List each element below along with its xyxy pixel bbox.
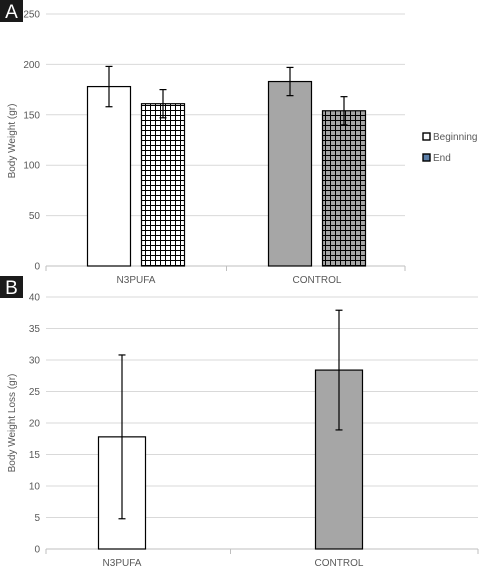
y-tick-label: 250 (23, 10, 40, 21)
y-tick-label: 20 (29, 419, 41, 430)
panel-b-chart: B 0 5 10 15 20 25 30 35 40 N3PUFA CONTROL Body We… (0, 276, 479, 569)
x-tick-label-control: CONTROL (315, 558, 364, 569)
y-tick-label: 50 (29, 211, 41, 222)
panel-label-a: A (5, 2, 18, 23)
panel-label-a-badge (0, 0, 23, 22)
y-tick-label: 30 (29, 356, 41, 367)
legend-label-beginning: Beginning (433, 132, 477, 143)
legend-swatch-beginning (422, 132, 431, 141)
legend-label-end: End (433, 153, 451, 164)
bar-end-control (321, 110, 367, 267)
legend: Beginning End (422, 132, 477, 164)
y-tick-label: 15 (29, 450, 41, 461)
x-tick-label-n3pufa: N3PUFA (117, 275, 156, 286)
y-tick-label: 10 (29, 482, 41, 493)
y-tick-label: 0 (34, 545, 40, 556)
bar-beginning-control (267, 80, 313, 267)
y-tick-label: 40 (29, 293, 41, 304)
y-tick-label: 5 (34, 513, 40, 524)
y-tick-label: 0 (34, 262, 40, 273)
legend-swatch-end (422, 153, 431, 162)
panel-label-b-badge (0, 276, 23, 298)
y-tick-label: 200 (23, 60, 40, 71)
bar-end-n3pufa (140, 103, 186, 267)
legend-item-end: End (422, 153, 451, 164)
y-tick-label: 35 (29, 324, 41, 335)
panel-a-chart: A 0 50 100 150 200 250 N3PUFA CONTROL Body Wei… (0, 0, 477, 286)
y-tick-label: 25 (29, 387, 41, 398)
panel-label-b: B (5, 278, 18, 299)
y-axis-label: Body Weight Loss (gr) (7, 374, 18, 473)
legend-item-beginning: Beginning (422, 132, 477, 143)
x-tick-label-control: CONTROL (293, 275, 342, 286)
y-tick-label: 100 (23, 161, 40, 172)
y-tick-label: 150 (23, 110, 40, 121)
bar-beginning-n3pufa (86, 85, 132, 267)
y-axis-label: Body Weight (gr) (7, 104, 18, 179)
x-tick-label-n3pufa: N3PUFA (103, 558, 142, 569)
